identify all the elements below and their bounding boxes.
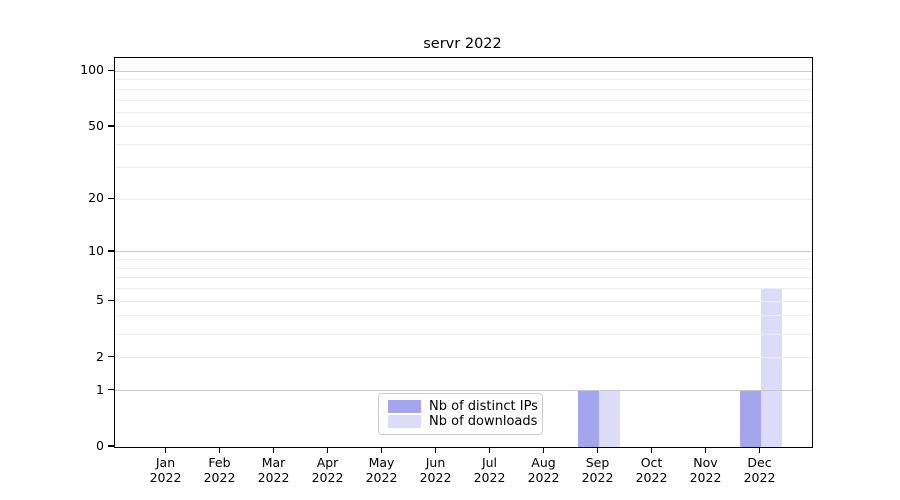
x-tick-label: May 2022 [347,455,417,485]
minor-gridline [115,259,812,261]
x-tick-label: Aug 2022 [509,455,579,485]
x-tick-mark [704,447,707,453]
x-tick-year: 2022 [635,470,668,485]
x-tick-month: Apr [316,455,339,470]
y-tick-label: 10 [88,242,104,258]
y-tick-mark [108,445,114,447]
x-tick-year: 2022 [149,470,182,485]
x-tick-label: Jul 2022 [455,455,525,485]
x-tick-month: Mar [261,455,286,470]
x-tick-label: Jan 2022 [131,455,201,485]
bar-dec-distinct-ips [739,390,761,447]
x-tick-label: Mar 2022 [239,455,309,485]
x-tick-mark [650,447,653,453]
legend-label-downloads: Nb of downloads [429,414,538,429]
x-tick-year: 2022 [689,470,722,485]
minor-gridline [115,277,812,279]
y-tick-label: 2 [96,348,104,364]
x-tick-mark [326,447,329,453]
x-tick-mark [596,447,599,453]
x-tick-year: 2022 [365,470,398,485]
bar-dec-downloads [760,288,782,447]
minor-gridline [115,144,812,146]
minor-gridline [115,88,812,90]
x-tick-year: 2022 [203,470,236,485]
major-gridline [115,70,812,72]
major-gridline [115,390,812,392]
x-tick-mark [488,447,491,453]
legend-entry-downloads: Nb of downloads [388,414,537,429]
y-tick-mark [108,69,114,72]
x-tick-label: Jun 2022 [401,455,471,485]
x-tick-month: Oct [640,455,663,470]
minor-gridline [115,315,812,317]
x-tick-month: Jul [481,455,498,470]
minor-gridline [115,357,812,359]
x-tick-month: Aug [531,455,556,470]
y-tick-label: 0 [96,438,104,453]
x-tick-year: 2022 [527,470,560,485]
x-tick-year: 2022 [743,470,776,485]
minor-gridline [115,79,812,81]
x-tick-month: May [368,455,395,470]
x-tick-month: Jan [155,455,176,470]
legend-label-distinct-ips: Nb of distinct IPs [429,399,538,414]
x-tick-label: Apr 2022 [293,455,363,485]
x-tick-month: Nov [693,455,718,470]
x-tick-label: Oct 2022 [617,455,687,485]
legend: Nb of distinct IPs Nb of downloads [378,393,543,435]
y-tick-mark [108,388,114,391]
x-tick-mark [272,447,275,453]
x-tick-mark [434,447,437,453]
x-tick-mark [218,447,221,453]
x-tick-label: Dec 2022 [725,455,795,485]
x-tick-month: Feb [208,455,231,470]
x-tick-year: 2022 [419,470,452,485]
x-tick-mark [758,447,761,453]
x-tick-month: Jun [425,455,446,470]
y-tick-label: 50 [88,117,104,133]
minor-gridline [115,99,812,101]
bar-sep-downloads [598,390,620,447]
x-tick-label: Feb 2022 [185,455,255,485]
chart-title: servr 2022 [423,36,502,52]
y-tick-label: 1 [96,381,104,397]
y-tick-label: 100 [80,62,104,78]
y-tick-mark [108,197,114,199]
x-tick-mark [164,447,167,453]
minor-gridline [115,333,812,335]
x-tick-year: 2022 [473,470,506,485]
y-tick-label: 5 [96,292,104,308]
x-tick-label: Sep 2022 [563,455,633,485]
y-tick-mark [108,250,114,252]
legend-entry-distinct-ips: Nb of distinct IPs [388,399,538,414]
major-gridline [115,251,812,253]
x-tick-year: 2022 [581,470,614,485]
bar-sep-distinct-ips [577,390,599,447]
y-tick-mark [108,125,114,127]
x-tick-mark [542,447,545,453]
x-tick-year: 2022 [311,470,344,485]
x-tick-year: 2022 [257,470,290,485]
y-tick-mark [108,355,114,358]
x-tick-label: Nov 2022 [671,455,741,485]
minor-gridline [115,267,812,269]
minor-gridline [115,126,812,128]
minor-gridline [115,300,812,302]
y-tick-label: 20 [88,190,104,206]
minor-gridline [115,166,812,168]
minor-gridline [115,198,812,200]
minor-gridline [115,111,812,113]
x-tick-month: Dec [747,455,772,470]
minor-gridline [115,288,812,290]
x-tick-month: Sep [585,455,610,470]
legend-swatch-downloads [388,415,421,428]
x-tick-mark [380,447,383,453]
legend-swatch-distinct-ips [388,400,421,413]
y-tick-mark [108,299,114,301]
plot-area [114,57,813,448]
